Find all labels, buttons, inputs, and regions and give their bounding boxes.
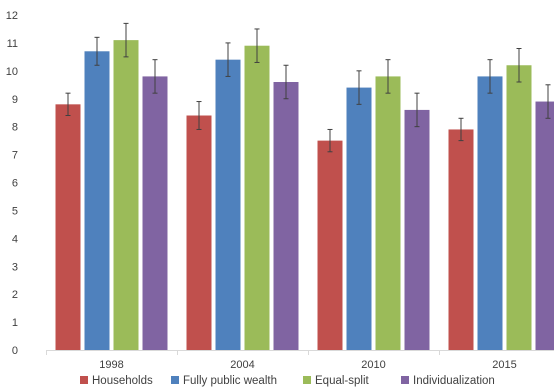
- y-tick-label: 9: [12, 94, 18, 106]
- legend-swatch: [401, 376, 409, 384]
- y-tick-label: 6: [12, 178, 18, 190]
- x-axis: 1998 2004 2010 2015: [46, 350, 554, 371]
- y-tick-label: 7: [12, 150, 18, 162]
- legend-label: Equal-split: [315, 375, 369, 387]
- legend-swatch: [171, 376, 179, 384]
- legend-swatch: [303, 376, 311, 384]
- bar: [448, 129, 474, 350]
- x-tick-label: 2010: [361, 359, 385, 371]
- y-tick-label: 2: [12, 289, 18, 301]
- bar: [477, 76, 503, 351]
- bar: [375, 76, 401, 351]
- y-tick-label: 3: [12, 261, 18, 273]
- y-tick-label: 1: [12, 317, 18, 329]
- y-tick-label: 4: [12, 233, 18, 245]
- y-tick-label: 10: [6, 66, 18, 78]
- bar: [215, 59, 241, 351]
- error-bars: [65, 22, 551, 153]
- y-tick-label: 12: [6, 10, 18, 22]
- bar: [535, 101, 554, 351]
- bars: [55, 40, 554, 351]
- bar: [273, 82, 299, 350]
- y-tick-label: 11: [7, 38, 18, 50]
- legend-label: Fully public wealth: [183, 375, 277, 387]
- bar: [113, 40, 139, 350]
- legend-swatch: [80, 376, 88, 384]
- bar: [506, 65, 532, 350]
- legend-label: Households: [92, 375, 153, 387]
- legend: Households Fully public wealth Equal-split…: [80, 375, 495, 387]
- bar: [244, 45, 270, 350]
- y-tick-label: 5: [12, 205, 18, 217]
- y-tick-label: 0: [12, 345, 18, 357]
- y-tick-label: 8: [12, 122, 18, 134]
- bar: [142, 76, 168, 351]
- x-tick-label: 2015: [492, 359, 516, 371]
- x-tick-label: 1998: [99, 359, 123, 371]
- bar: [404, 109, 430, 351]
- bar: [317, 140, 343, 350]
- bar: [84, 51, 110, 351]
- bar: [346, 87, 372, 350]
- x-tick-label: 2004: [230, 359, 254, 371]
- bar: [55, 104, 81, 350]
- legend-label: Individualization: [413, 375, 495, 387]
- bar: [186, 115, 212, 350]
